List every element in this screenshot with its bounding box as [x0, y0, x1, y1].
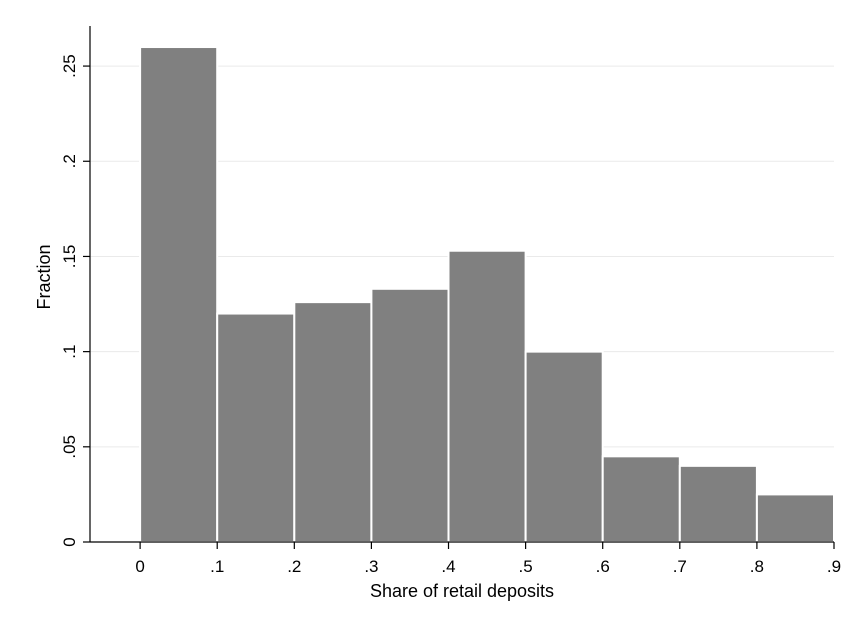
- y-tick-label: 0: [60, 537, 79, 546]
- x-tick-label: .1: [210, 557, 224, 576]
- axes: 0 .1 .2 .3 .4 .5 .6 .7 .8 .9 0 .05 .1 .15 .2 .25: [60, 26, 841, 576]
- x-tick-label: .5: [519, 557, 533, 576]
- histogram-bar: [755, 493, 835, 544]
- x-tick-label: .3: [364, 557, 378, 576]
- y-tick-label: .05: [60, 435, 79, 459]
- histogram-bar: [370, 287, 450, 543]
- y-tick-label: .1: [60, 345, 79, 359]
- y-tick-label: .15: [60, 245, 79, 269]
- y-tick-label: .25: [60, 54, 79, 78]
- histogram-bar: [601, 455, 681, 544]
- histogram-bar: [678, 464, 758, 543]
- y-axis-title: Fraction: [34, 244, 54, 309]
- bars: [139, 46, 835, 544]
- x-tick-label: .6: [596, 557, 610, 576]
- x-tick-label: .7: [673, 557, 687, 576]
- histogram-bar: [447, 249, 527, 543]
- x-tick-label: .8: [750, 557, 764, 576]
- histogram-bar: [293, 301, 373, 543]
- x-tick-label: .9: [827, 557, 841, 576]
- x-tick-label: .4: [441, 557, 455, 576]
- x-tick-label: 0: [135, 557, 144, 576]
- histogram-bar: [216, 312, 296, 543]
- x-tick-label: .2: [287, 557, 301, 576]
- x-axis-title: Share of retail deposits: [370, 581, 554, 601]
- histogram-bar: [139, 46, 219, 543]
- histogram-bar: [524, 350, 604, 544]
- y-tick-label: .2: [60, 154, 79, 168]
